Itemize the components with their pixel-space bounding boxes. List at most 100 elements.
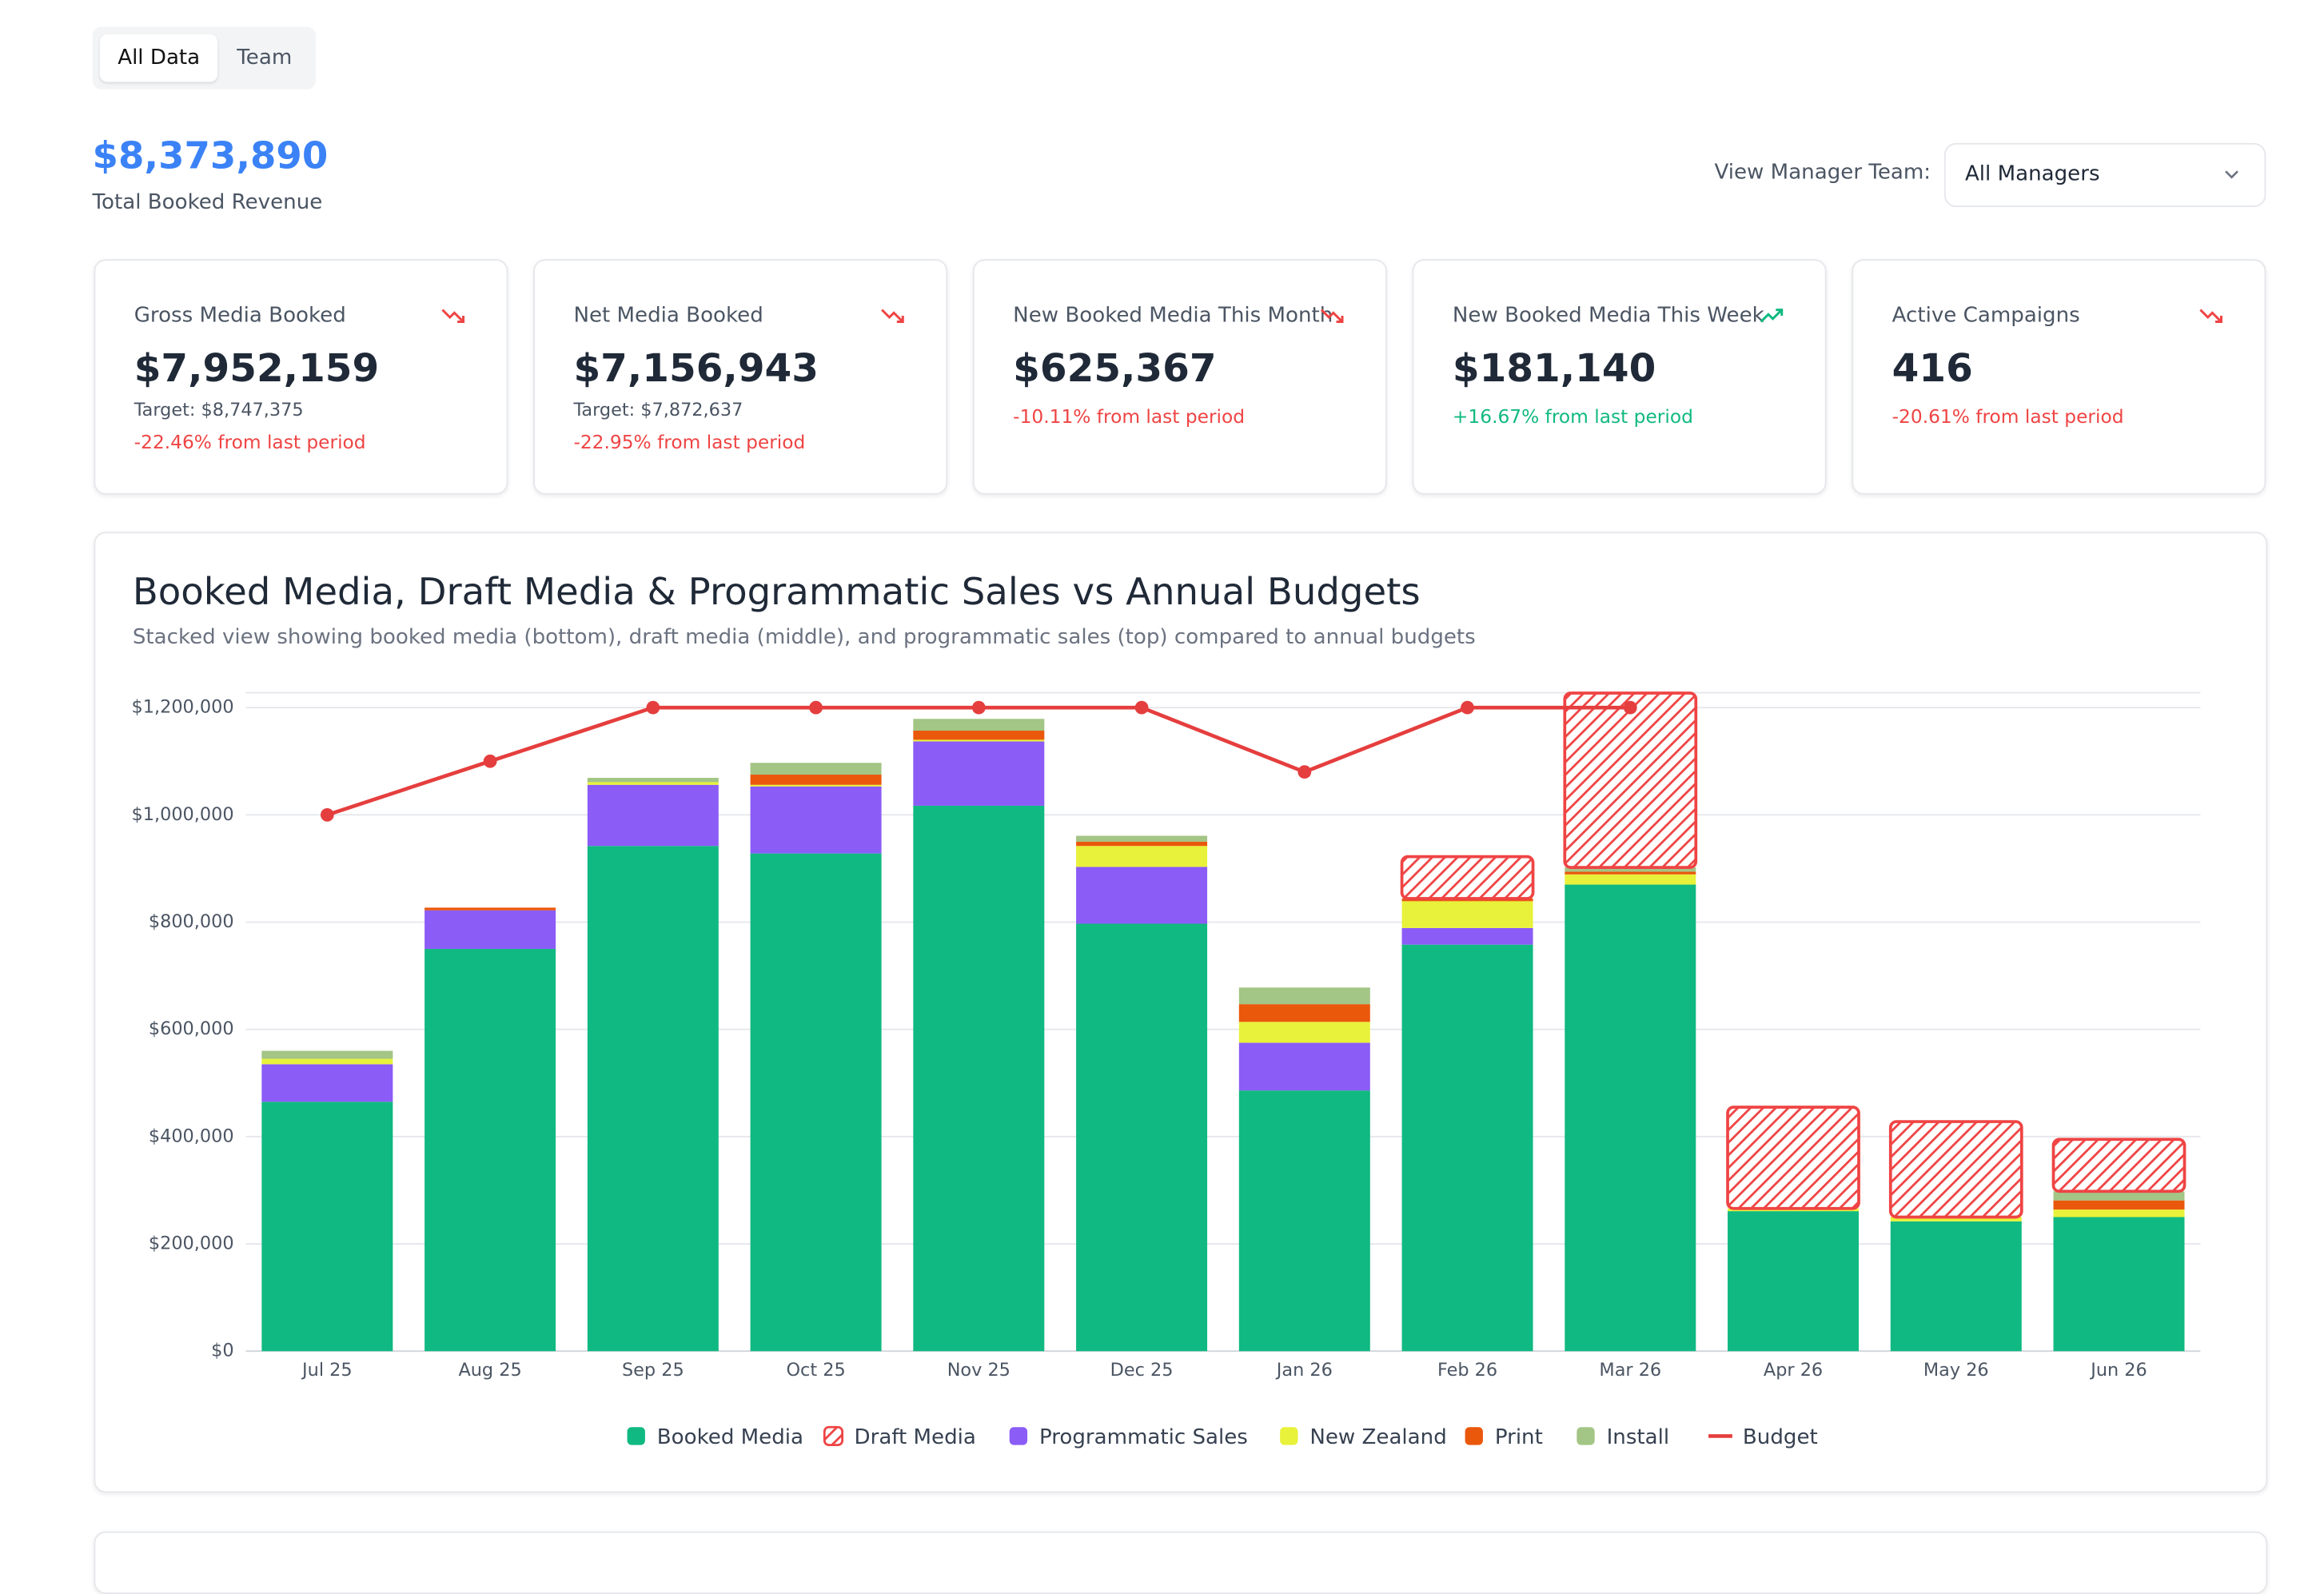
tab-bar: All Data Team	[92, 26, 317, 90]
kpi-change: -22.95% from last period	[573, 430, 806, 453]
budget-point	[971, 700, 986, 715]
bar-segment	[1565, 884, 1696, 1352]
bar-segment	[261, 1064, 393, 1102]
x-tick-label: Nov 25	[947, 1360, 1011, 1381]
chart-subtitle: Stacked view showing booked media (botto…	[133, 625, 1476, 649]
trend-line	[2199, 309, 2222, 323]
x-tick-label: Dec 25	[1110, 1360, 1174, 1381]
bar-segment	[1238, 987, 1370, 1005]
kpi-card: New Booked Media This Week $181,140 +16.67…	[1412, 259, 1827, 495]
y-tick-label: $400,000	[149, 1126, 234, 1146]
kpi-title: New Booked Media This Month	[1013, 304, 1333, 328]
bar-segment	[913, 719, 1045, 731]
trend-icon	[1320, 309, 1344, 324]
kpi-title: Gross Media Booked	[134, 304, 346, 328]
kpi-change: -20.61% from last period	[1891, 404, 2124, 428]
bar-segment	[750, 775, 882, 785]
bar-segment	[1238, 1090, 1370, 1352]
kpi-title: Net Media Booked	[573, 304, 763, 328]
bar-segment	[1076, 835, 1208, 842]
legend-item: Draft Media	[823, 1425, 976, 1449]
legend-label: Print	[1495, 1425, 1543, 1449]
filter-label: View Manager Team:	[1714, 161, 1931, 185]
x-tick-label: Apr 26	[1764, 1360, 1823, 1381]
budget-point	[809, 700, 823, 715]
y-tick-label: $1,200,000	[132, 697, 234, 718]
x-tick-label: Jul 25	[301, 1360, 353, 1381]
bar-segment	[750, 786, 882, 854]
legend-item: Programmatic Sales	[1009, 1425, 1248, 1449]
tab[interactable]: Team	[237, 46, 293, 70]
total-value: $8,373,890	[92, 133, 329, 177]
budget-point	[1298, 765, 1312, 779]
bar-segment	[1238, 1004, 1370, 1022]
legend-swatch	[1280, 1427, 1298, 1445]
bar-segment	[1565, 871, 1696, 875]
y-tick-label: $0	[211, 1341, 233, 1361]
total-label: Total Booked Revenue	[92, 190, 323, 215]
manager-select[interactable]: All Managers	[1943, 142, 2266, 208]
draft-bar	[1563, 691, 1698, 869]
bar-segment	[2053, 1217, 2185, 1352]
kpi-card: Net Media Booked $7,156,943 Target: $7,872…	[533, 259, 948, 495]
bar-segment	[261, 1102, 393, 1352]
bar-segment	[913, 731, 1045, 740]
bar-segment	[1076, 867, 1208, 924]
bar-segment	[750, 763, 882, 775]
y-tick-label: $600,000	[149, 1018, 234, 1039]
trend-line	[441, 309, 464, 323]
bar-segment	[750, 853, 882, 1352]
legend-item: Print	[1465, 1425, 1543, 1449]
bar-segment	[1401, 901, 1533, 928]
bar-segment	[587, 778, 719, 783]
y-tick-label: $1,000,000	[132, 804, 234, 825]
legend-label: Programmatic Sales	[1039, 1425, 1248, 1449]
trend-arrow	[896, 316, 904, 324]
trend-line	[881, 309, 904, 323]
legend-swatch	[1465, 1427, 1483, 1445]
bar-segment	[1076, 846, 1208, 867]
trend-arrow	[1336, 316, 1344, 324]
bar-segment	[2053, 1209, 2185, 1217]
y-tick-label: $200,000	[149, 1233, 234, 1254]
kpi-change: -22.46% from last period	[134, 430, 366, 453]
x-tick-label: Mar 26	[1599, 1360, 1661, 1381]
select-value: All Managers	[1964, 162, 2100, 186]
bar-segment	[1076, 923, 1208, 1352]
legend-item: New Zealand	[1280, 1425, 1447, 1449]
kpi-change: +16.67% from last period	[1452, 404, 1693, 428]
bar-segment	[913, 805, 1045, 1352]
kpi-value: $181,140	[1452, 347, 1656, 393]
draft-bar	[1888, 1120, 2023, 1219]
trend-icon	[881, 309, 904, 324]
budget-point	[646, 700, 660, 715]
legend-item: Booked Media	[627, 1425, 803, 1449]
legend-label: Booked Media	[657, 1425, 803, 1449]
bar-segment	[1890, 1221, 2022, 1352]
bar-segment	[1565, 867, 1696, 872]
tab[interactable]: All Data	[99, 34, 218, 82]
kpi-value: $625,367	[1013, 347, 1217, 393]
kpi-title: Active Campaigns	[1891, 304, 2080, 328]
kpi-card: Active Campaigns 416 -20.61% from last per…	[1852, 259, 2266, 495]
legend-swatch	[1009, 1427, 1028, 1445]
trend-arrow	[457, 316, 465, 324]
y-tick-label: $800,000	[149, 911, 234, 932]
bar-segment	[913, 739, 1045, 742]
bar-segment	[1565, 874, 1696, 885]
trend-arrow	[2215, 316, 2222, 324]
x-tick-label: Aug 25	[458, 1360, 521, 1381]
kpi-change: -10.11% from last period	[1013, 404, 1246, 428]
legend-swatch	[823, 1425, 844, 1446]
bar-segment	[587, 846, 719, 1352]
x-tick-label: May 26	[1923, 1360, 1989, 1381]
bar-segment	[425, 910, 556, 950]
legend-item: Budget	[1708, 1425, 1818, 1449]
bar-segment	[1238, 1022, 1370, 1043]
bar-segment	[425, 907, 556, 911]
bar-segment	[1890, 1217, 2022, 1221]
kpi-target: Target: $7,872,637	[573, 399, 743, 420]
legend-item: Install	[1577, 1425, 1669, 1449]
chart-title: Booked Media, Draft Media & Programmatic…	[133, 570, 1421, 613]
budget-point	[483, 754, 497, 768]
